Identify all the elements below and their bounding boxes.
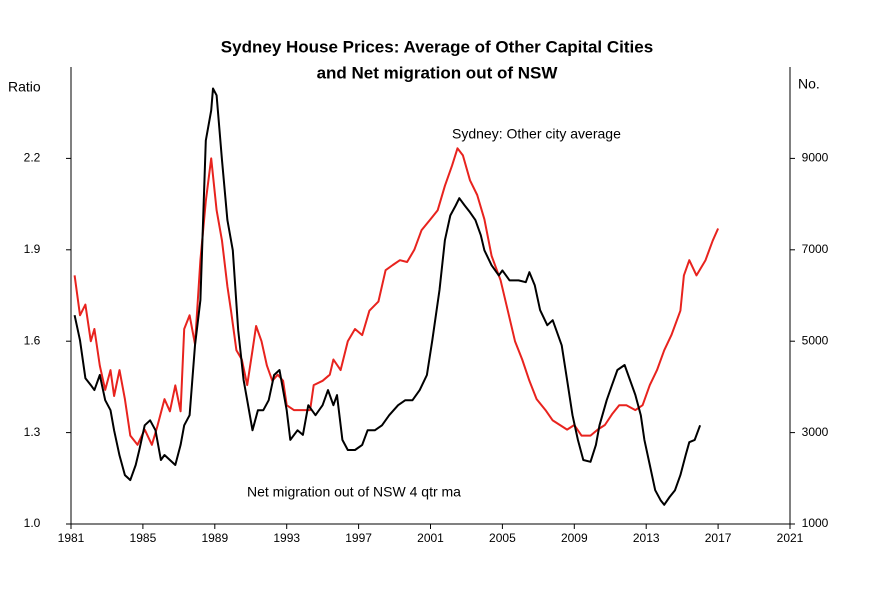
y2-tick-label: 3000	[802, 425, 829, 439]
x-tick-label: 1993	[273, 531, 300, 545]
y-tick-label: 1.3	[24, 425, 41, 439]
y-axis-label: Ratio	[8, 79, 41, 95]
x-tick-label: 2017	[705, 531, 732, 545]
y2-axis-label: No.	[798, 76, 820, 92]
x-tick-label: 2009	[561, 531, 588, 545]
chart-title: and Net migration out of NSW	[317, 63, 559, 82]
x-tick-label: 1989	[201, 531, 228, 545]
y-tick-label: 1.0	[24, 516, 41, 530]
y2-tick-label: 7000	[802, 242, 829, 256]
chart-title: Sydney House Prices: Average of Other Ca…	[221, 37, 653, 56]
x-tick-label: 1981	[58, 531, 85, 545]
y2-tick-label: 5000	[802, 333, 829, 347]
x-tick-label: 1997	[345, 531, 372, 545]
x-tick-label: 1985	[130, 531, 157, 545]
y2-tick-label: 1000	[802, 516, 829, 530]
y-tick-label: 1.9	[24, 242, 41, 256]
x-tick-label: 2001	[417, 531, 444, 545]
series-label: Sydney: Other city average	[452, 126, 621, 142]
y-tick-label: 1.6	[24, 333, 41, 347]
series-line	[73, 87, 702, 506]
y-tick-label: 2.2	[24, 151, 41, 165]
series-label: Net migration out of NSW 4 qtr ma	[247, 484, 461, 500]
x-tick-label: 2013	[633, 531, 660, 545]
y2-tick-label: 9000	[802, 151, 829, 165]
x-tick-label: 2021	[777, 531, 804, 545]
x-tick-label: 2005	[489, 531, 516, 545]
series-line	[73, 147, 720, 446]
